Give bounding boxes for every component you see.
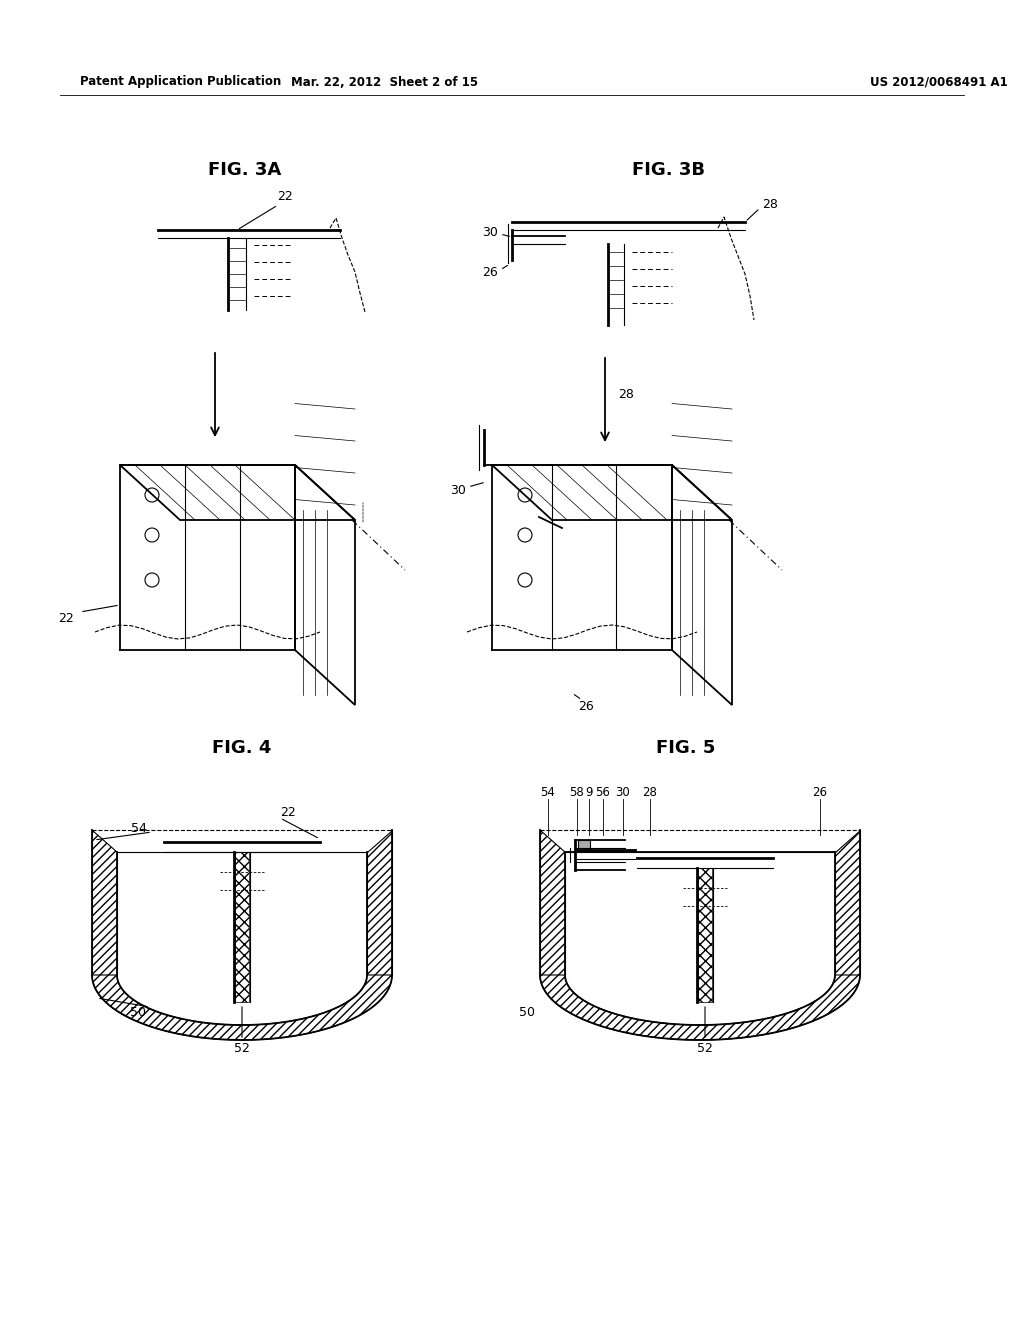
Text: 30: 30	[615, 787, 631, 800]
Polygon shape	[835, 830, 860, 975]
Text: 30: 30	[482, 226, 498, 239]
Text: 56: 56	[596, 787, 610, 800]
Text: FIG. 5: FIG. 5	[656, 739, 716, 756]
Text: 28: 28	[643, 787, 657, 800]
Polygon shape	[234, 851, 249, 1002]
Polygon shape	[578, 840, 590, 850]
Text: 22: 22	[280, 805, 296, 818]
Text: FIG. 3A: FIG. 3A	[208, 161, 282, 180]
Text: Patent Application Publication: Patent Application Publication	[80, 75, 282, 88]
Text: 28: 28	[618, 388, 634, 401]
Text: 26: 26	[482, 265, 498, 279]
Polygon shape	[540, 830, 565, 975]
Text: 22: 22	[278, 190, 293, 202]
Polygon shape	[92, 975, 392, 1040]
Text: 52: 52	[697, 1041, 713, 1055]
Polygon shape	[92, 830, 117, 975]
Text: FIG. 4: FIG. 4	[212, 739, 271, 756]
Text: 22: 22	[58, 611, 74, 624]
Text: 50: 50	[519, 1006, 535, 1019]
Text: 50: 50	[130, 1006, 146, 1019]
Text: 9: 9	[586, 787, 593, 800]
Text: 52: 52	[234, 1041, 250, 1055]
Text: 28: 28	[762, 198, 778, 210]
Text: Mar. 22, 2012  Sheet 2 of 15: Mar. 22, 2012 Sheet 2 of 15	[292, 75, 478, 88]
Polygon shape	[540, 975, 860, 1040]
Text: US 2012/0068491 A1: US 2012/0068491 A1	[870, 75, 1008, 88]
Text: 54: 54	[541, 787, 555, 800]
Text: 58: 58	[569, 787, 585, 800]
Text: 30: 30	[451, 483, 466, 496]
Text: FIG. 3B: FIG. 3B	[632, 161, 705, 180]
Polygon shape	[698, 869, 712, 1002]
Polygon shape	[367, 830, 392, 975]
Text: 26: 26	[812, 787, 827, 800]
Text: 54: 54	[131, 821, 147, 834]
Text: 26: 26	[579, 700, 594, 713]
